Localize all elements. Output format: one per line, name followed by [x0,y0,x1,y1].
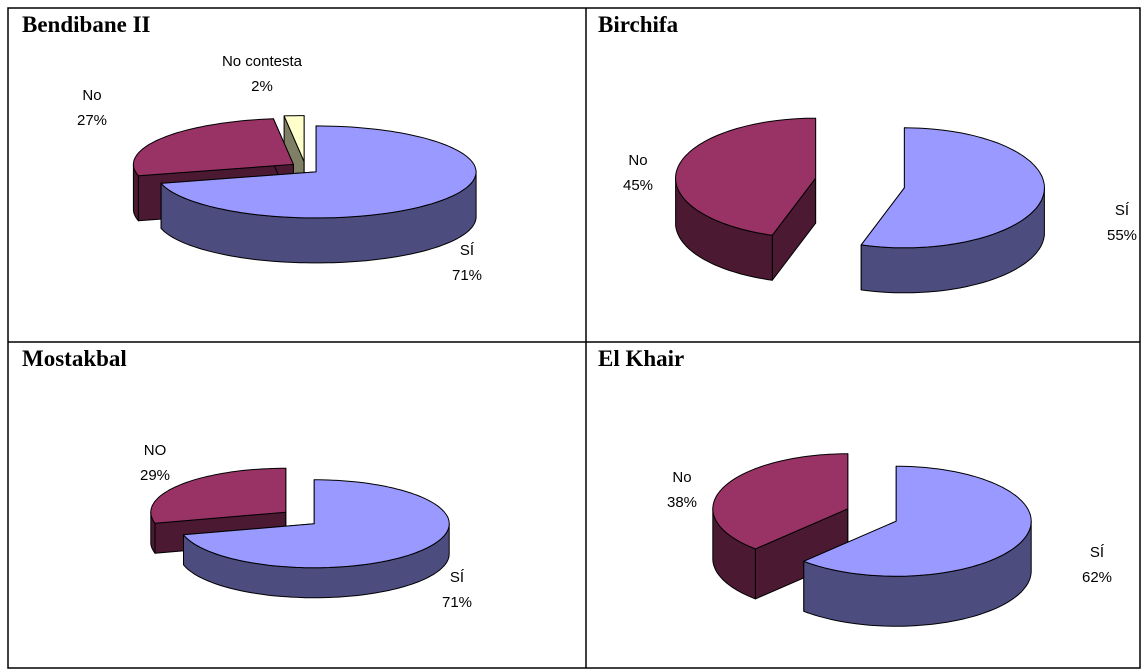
chart-title: Birchifa [598,12,679,37]
table-border [7,7,1141,669]
slice [183,479,450,569]
slice [150,467,287,524]
slice-label: SÍ [1115,202,1130,219]
slice [675,117,817,236]
slice [283,115,305,163]
slice-label: SÍ [1090,544,1105,561]
slice-label: No contesta [222,53,303,70]
slice-value: 71% [442,594,472,611]
slice-label: No [672,469,691,486]
chart-title: Mostakbal [22,346,127,371]
slice-label: No [628,152,647,169]
slice-value: 55% [1107,227,1137,244]
slice-value: 62% [1082,569,1112,586]
chart-title: El Khair [598,346,684,371]
slice-value: 27% [77,112,107,129]
slice [860,127,1045,249]
slice [160,125,477,219]
chart-title: Bendibane II [22,12,151,37]
slice-value: 38% [667,494,697,511]
slice [132,118,294,177]
slice-label: NO [144,442,167,459]
slice-label: SÍ [460,242,475,259]
slice-value: 45% [623,177,653,194]
slice-label: SÍ [450,569,465,586]
slice-value: 29% [140,467,170,484]
slice-value: 71% [452,267,482,284]
slice [803,465,1032,577]
slice-label: No [82,87,101,104]
slice-value: 2% [251,78,273,95]
slice [712,453,849,550]
